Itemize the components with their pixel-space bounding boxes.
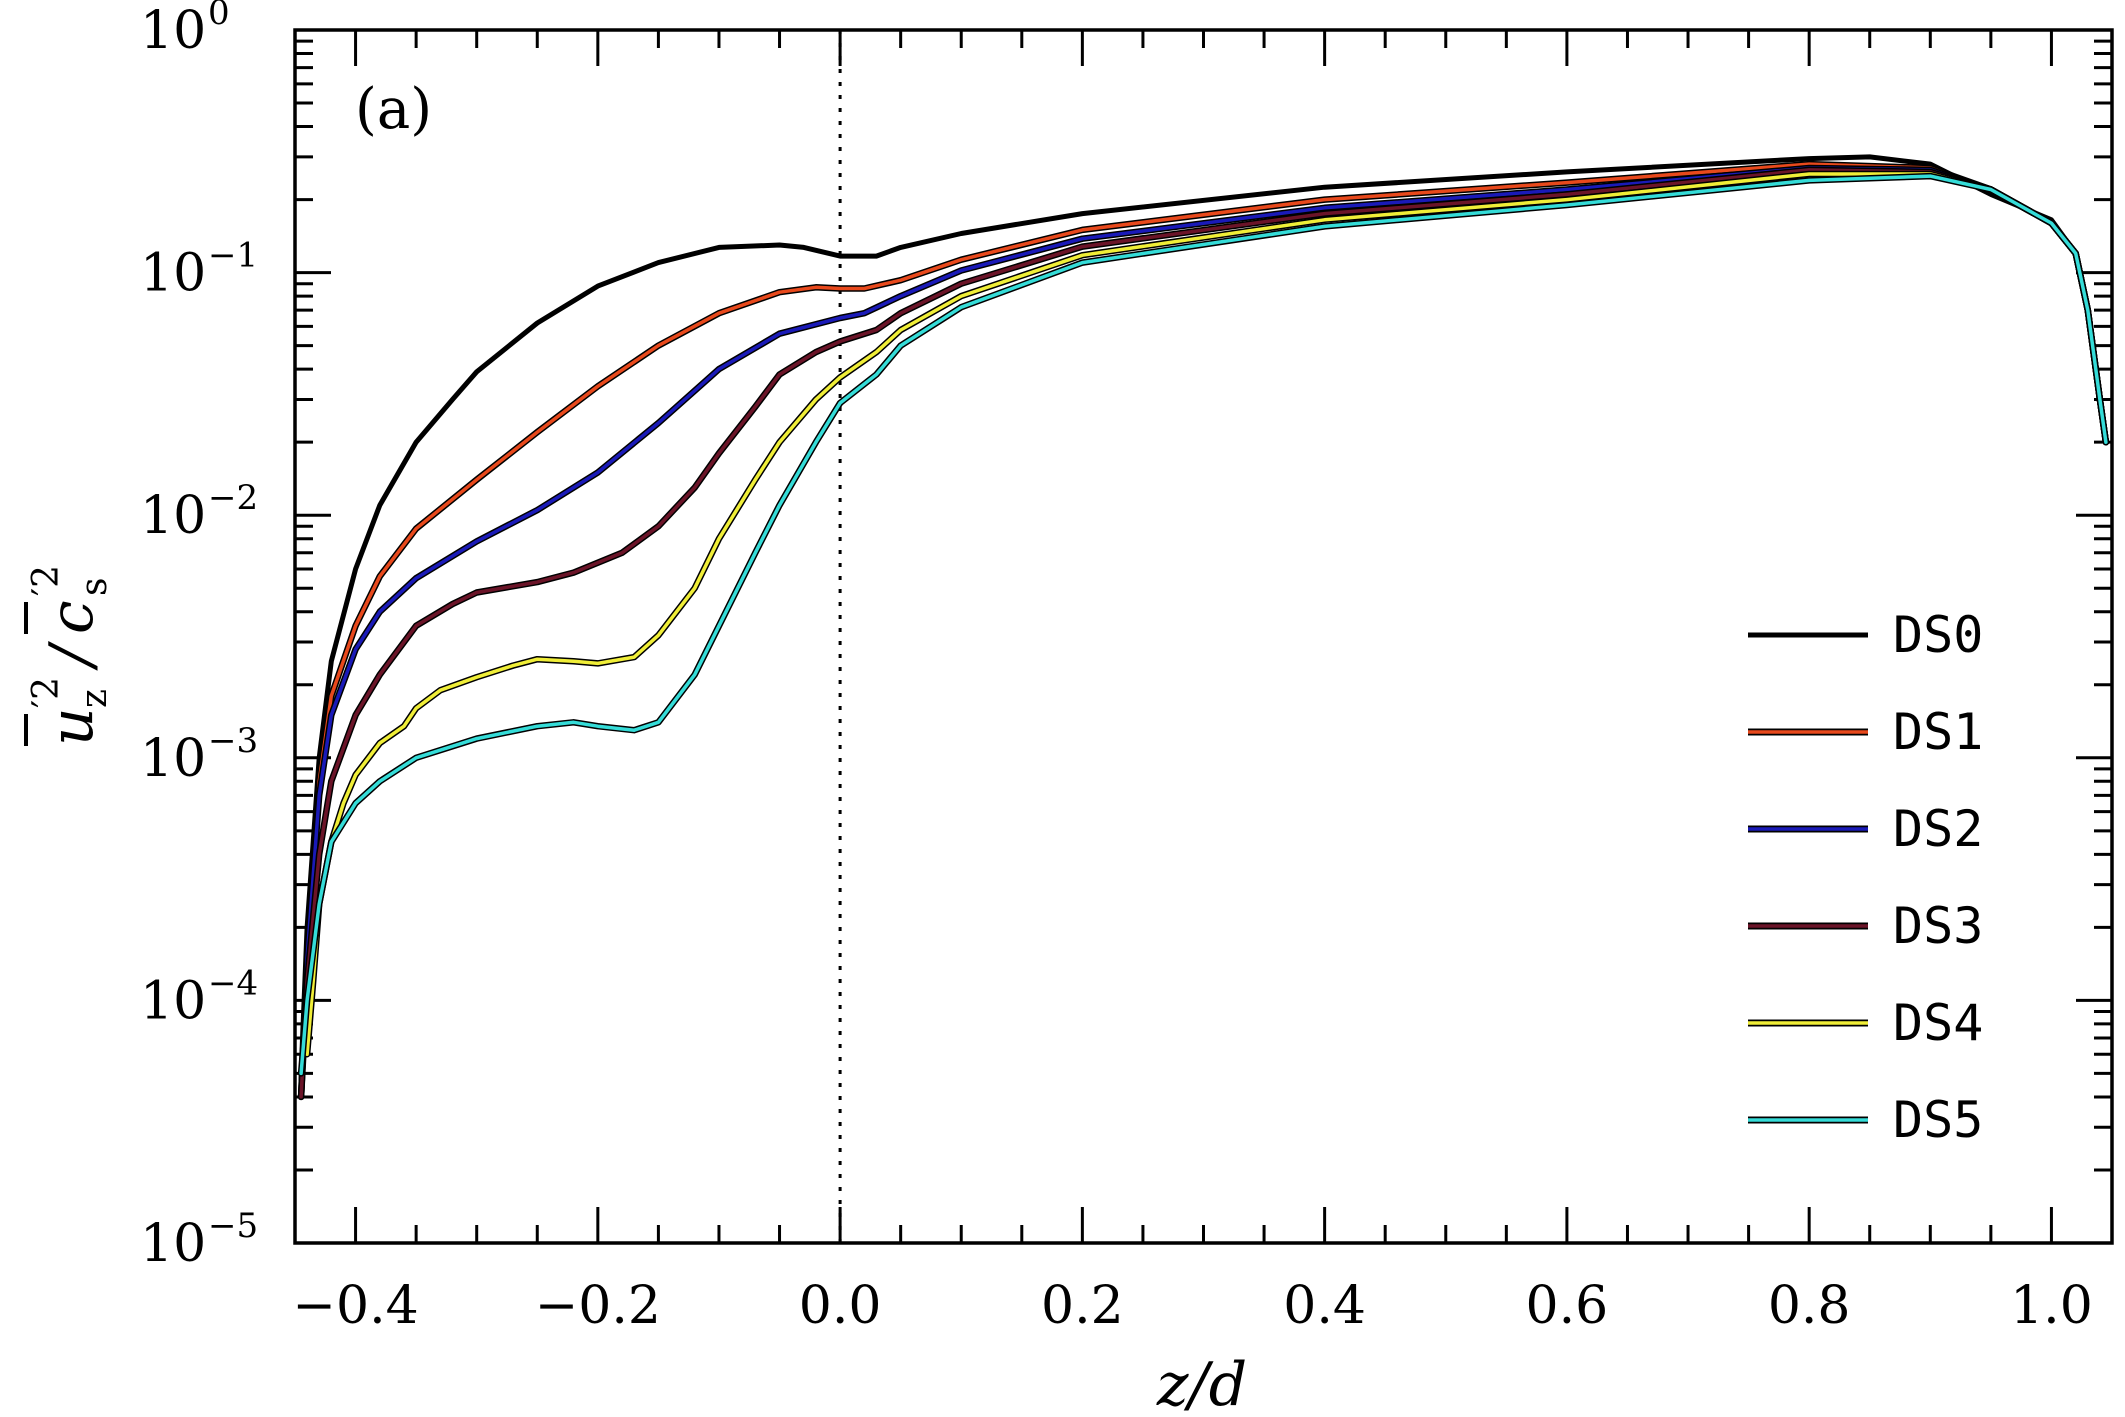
legend-label-ds1: DS1	[1893, 703, 1983, 761]
y-tick-exponent: −5	[208, 1206, 258, 1246]
svg-text:/: /	[37, 640, 107, 671]
x-axis-label: z/d	[1156, 1350, 1247, 1417]
y-tick-exponent: 0	[208, 0, 230, 33]
x-tick-label: 0.0	[799, 1276, 882, 1336]
svg-text:s: s	[74, 578, 115, 596]
series-group	[297, 154, 2110, 1101]
y-axis-label: u z ′2 / c s ′2	[24, 565, 115, 746]
panel-label: (a)	[355, 77, 432, 142]
x-tick-label: 0.6	[1526, 1276, 1609, 1336]
svg-text:c: c	[37, 600, 107, 634]
y-tick-label: 10	[140, 1214, 206, 1274]
series-line-ds5	[299, 174, 2108, 1076]
y-tick-label: 10	[140, 729, 206, 789]
legend-label-ds3: DS3	[1893, 897, 1983, 955]
legend-label-ds4: DS4	[1893, 994, 1983, 1052]
svg-text:u: u	[37, 707, 107, 746]
svg-text:z/d: z/d	[1156, 1350, 1247, 1417]
x-tick-label: 0.4	[1283, 1276, 1366, 1336]
x-tick-label: 1.0	[2010, 1276, 2093, 1336]
y-tick-exponent: −3	[208, 721, 258, 761]
y-tick-label: 10	[140, 244, 206, 304]
legend-label-ds2: DS2	[1893, 800, 1983, 858]
x-tick-label: −0.4	[292, 1276, 418, 1336]
y-tick-label: 10	[140, 971, 206, 1031]
series-line-ds0	[298, 154, 2109, 1076]
x-tick-label: 0.2	[1041, 1276, 1124, 1336]
y-tick-exponent: −1	[208, 236, 258, 276]
plot-frame	[293, 28, 2114, 1245]
y-tick-exponent: −4	[208, 963, 258, 1003]
svg-text:z: z	[74, 689, 115, 708]
legend-label-ds5: DS5	[1893, 1091, 1983, 1149]
y-tick-exponent: −2	[208, 478, 258, 518]
svg-text:′2: ′2	[26, 677, 67, 708]
legend-label-ds0: DS0	[1893, 606, 1983, 664]
x-tick-labels: −0.4 −0.2 0.0 0.2 0.4 0.6 0.8 1.0	[292, 1276, 2092, 1336]
x-tick-label: −0.2	[535, 1276, 661, 1336]
x-tick-label: 0.8	[1768, 1276, 1851, 1336]
y-tick-label: 10	[140, 486, 206, 546]
ticks	[293, 28, 2112, 1245]
legend: DS0 DS1 DS2 DS3 DS4 DS5	[1748, 606, 1983, 1149]
svg-text:′2: ′2	[26, 565, 67, 596]
y-tick-label: 10	[140, 1, 206, 61]
